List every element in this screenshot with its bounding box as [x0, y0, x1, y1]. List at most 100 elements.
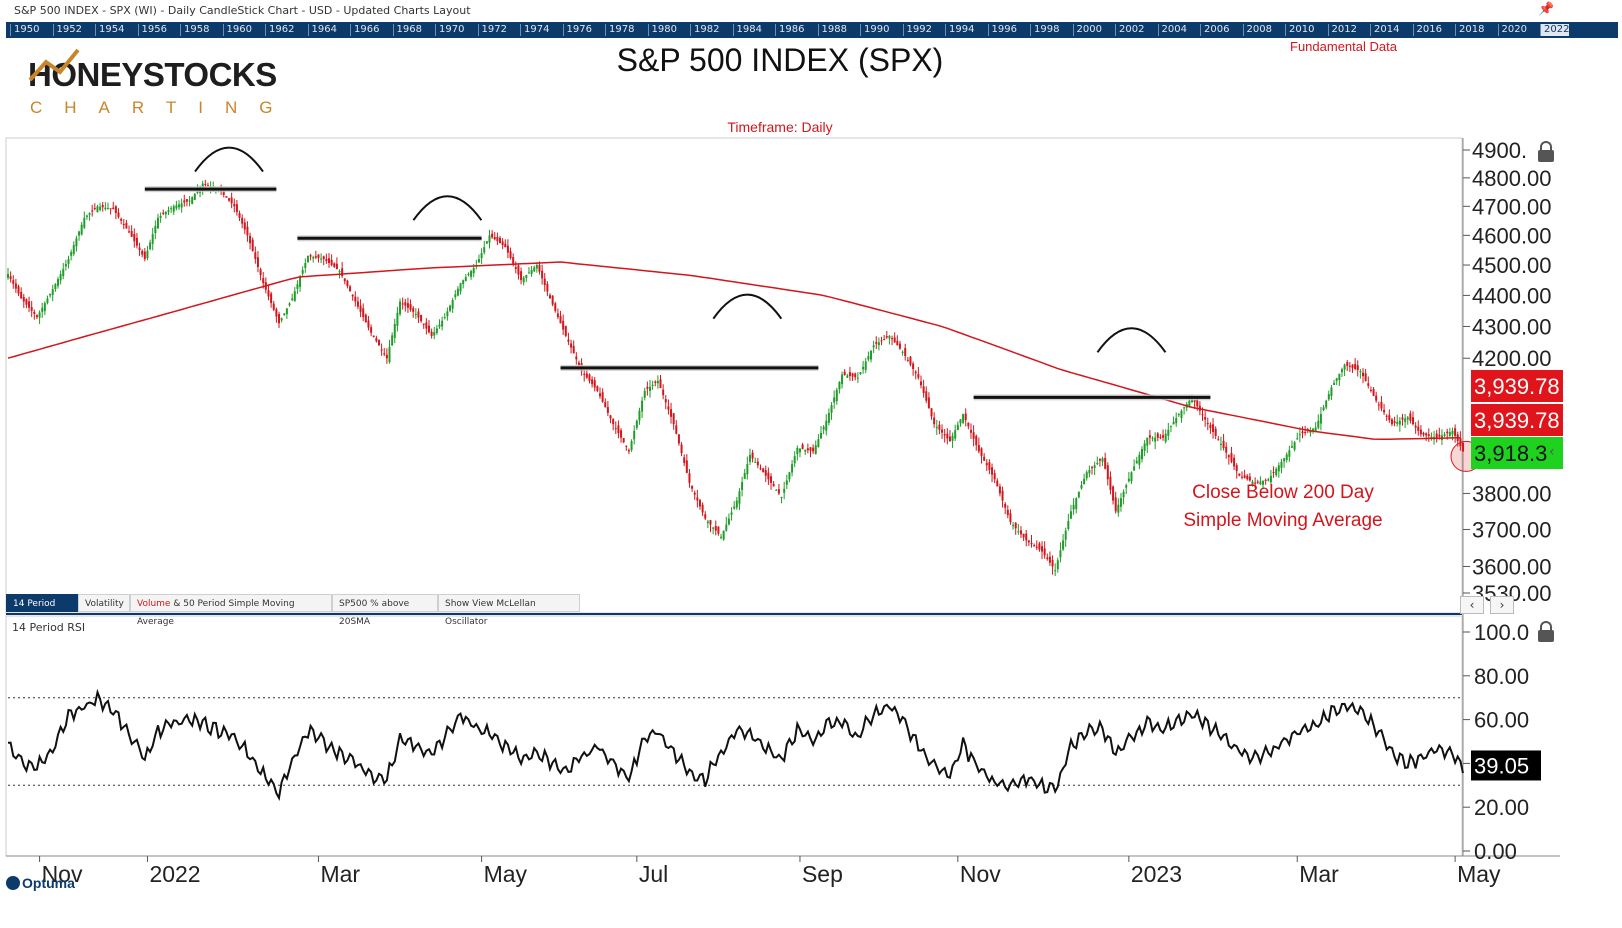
year-2022[interactable]: 2022 [1540, 24, 1570, 36]
price-panel-frame [5, 137, 1463, 614]
year-2002[interactable]: 2002 [1115, 24, 1144, 36]
candle-body [49, 293, 52, 296]
year-1960[interactable]: 1960 [222, 24, 252, 36]
candle-body [146, 250, 149, 259]
year-2014[interactable]: 2014 [1370, 24, 1399, 36]
year-1986[interactable]: 1986 [775, 24, 804, 36]
candle-body [1062, 540, 1065, 550]
year-1956[interactable]: 1956 [137, 24, 167, 36]
year-1990[interactable]: 1990 [860, 24, 889, 36]
candle-body [141, 250, 144, 255]
year-1962[interactable]: 1962 [265, 24, 294, 36]
candle-body [614, 428, 617, 430]
candle-body [491, 233, 494, 238]
candle-body [591, 379, 594, 385]
tab-14-period-rsi[interactable]: 14 Period RSI [6, 594, 78, 627]
year-1970[interactable]: 1970 [435, 24, 464, 36]
year-2006[interactable]: 2006 [1200, 24, 1229, 36]
candles-group [7, 179, 1464, 577]
candle-body [91, 210, 94, 212]
candle-body [1322, 407, 1325, 411]
year-1974[interactable]: 1974 [520, 24, 549, 36]
candle-body [70, 252, 73, 256]
year-1950[interactable]: 1950 [10, 24, 39, 36]
year-1954[interactable]: 1954 [95, 24, 124, 36]
year-2016[interactable]: 2016 [1412, 24, 1442, 36]
year-1984[interactable]: 1984 [732, 24, 762, 36]
candle-body [62, 269, 65, 277]
top-arc-1 [412, 195, 483, 221]
candle-body [848, 372, 851, 377]
candle-body [206, 185, 209, 187]
year-2012[interactable]: 2012 [1327, 24, 1357, 36]
scroll-left-button[interactable]: ‹ [1460, 596, 1484, 614]
year-1964[interactable]: 1964 [307, 24, 337, 36]
price-tick-label: 3800.00 [1472, 481, 1552, 506]
year-1972[interactable]: 1972 [477, 24, 507, 36]
candle-body [1019, 530, 1022, 535]
candle-body [12, 280, 15, 284]
x-tick-label: Sep [802, 861, 843, 887]
candle-body [1298, 434, 1301, 436]
year-1996[interactable]: 1996 [987, 24, 1017, 36]
year-navigation-bar[interactable]: 1950 1952 1954 1956 1958 1960 1962 1964 1966 1968… [6, 22, 1618, 38]
year-1976[interactable]: 1976 [562, 24, 592, 36]
year-2010[interactable]: 2010 [1285, 24, 1314, 36]
candle-body [1369, 389, 1372, 391]
year-1978[interactable]: 1978 [605, 24, 634, 36]
candle-body [1148, 435, 1151, 438]
candle-body [78, 231, 81, 236]
year-1994[interactable]: 1994 [945, 24, 974, 36]
candle-body [391, 335, 394, 346]
candle-body [801, 444, 804, 450]
optuma-brand: Optuma [6, 875, 75, 891]
year-1988[interactable]: 1988 [817, 24, 847, 36]
candle-body [617, 425, 620, 434]
year-1968[interactable]: 1968 [392, 24, 422, 36]
candle-body [683, 457, 686, 463]
candle-body [1109, 476, 1112, 490]
tab-sp500-above-20sma[interactable]: SP500 % above 20SMA [332, 594, 438, 627]
tab-volatility[interactable]: Volatility [78, 594, 130, 612]
fundamental-data-link[interactable]: Fundamental Data [1290, 39, 1397, 54]
candle-body [1246, 475, 1249, 480]
year-2008[interactable]: 2008 [1242, 24, 1272, 36]
x-tick-label: Mar [320, 861, 360, 887]
collapse-arrow-icon: ‹ [1549, 444, 1555, 460]
candle-body [235, 204, 238, 213]
candle-body [1222, 440, 1225, 448]
year-1958[interactable]: 1958 [180, 24, 209, 36]
year-1966[interactable]: 1966 [350, 24, 379, 36]
year-1980[interactable]: 1980 [647, 24, 677, 36]
candle-body [1219, 443, 1222, 445]
tab-volume-sma[interactable]: Volume & 50 Period Simple Moving Average [130, 594, 332, 627]
candle-body [1117, 504, 1120, 513]
year-2000[interactable]: 2000 [1072, 24, 1102, 36]
candle-body [917, 374, 920, 378]
year-2004[interactable]: 2004 [1157, 24, 1187, 36]
year-1982[interactable]: 1982 [690, 24, 719, 36]
scroll-right-button[interactable]: › [1490, 596, 1514, 614]
candle-body [693, 492, 696, 495]
candle-body [1054, 570, 1057, 572]
candle-body [1159, 437, 1162, 439]
year-1952[interactable]: 1952 [52, 24, 82, 36]
year-2020[interactable]: 2020 [1497, 24, 1527, 36]
candle-body [270, 293, 273, 304]
candle-body [180, 203, 183, 208]
year-1992[interactable]: 1992 [902, 24, 932, 36]
candle-body [1156, 433, 1159, 438]
candle-body [785, 480, 788, 485]
rsi-line [7, 688, 1464, 802]
candle-body [443, 317, 446, 319]
year-1998[interactable]: 1998 [1030, 24, 1059, 36]
year-2018[interactable]: 2018 [1455, 24, 1484, 36]
rsi-tick-label: 60.00 [1474, 708, 1529, 733]
candle-body [425, 322, 428, 329]
candle-body [420, 315, 423, 322]
candle-body [872, 345, 875, 348]
candle-body [251, 239, 254, 252]
pin-icon[interactable]: 📌 [1538, 2, 1555, 17]
tab-mclellan-oscillator[interactable]: Show View McLellan Oscillator [438, 594, 580, 627]
candle-body [354, 296, 357, 302]
